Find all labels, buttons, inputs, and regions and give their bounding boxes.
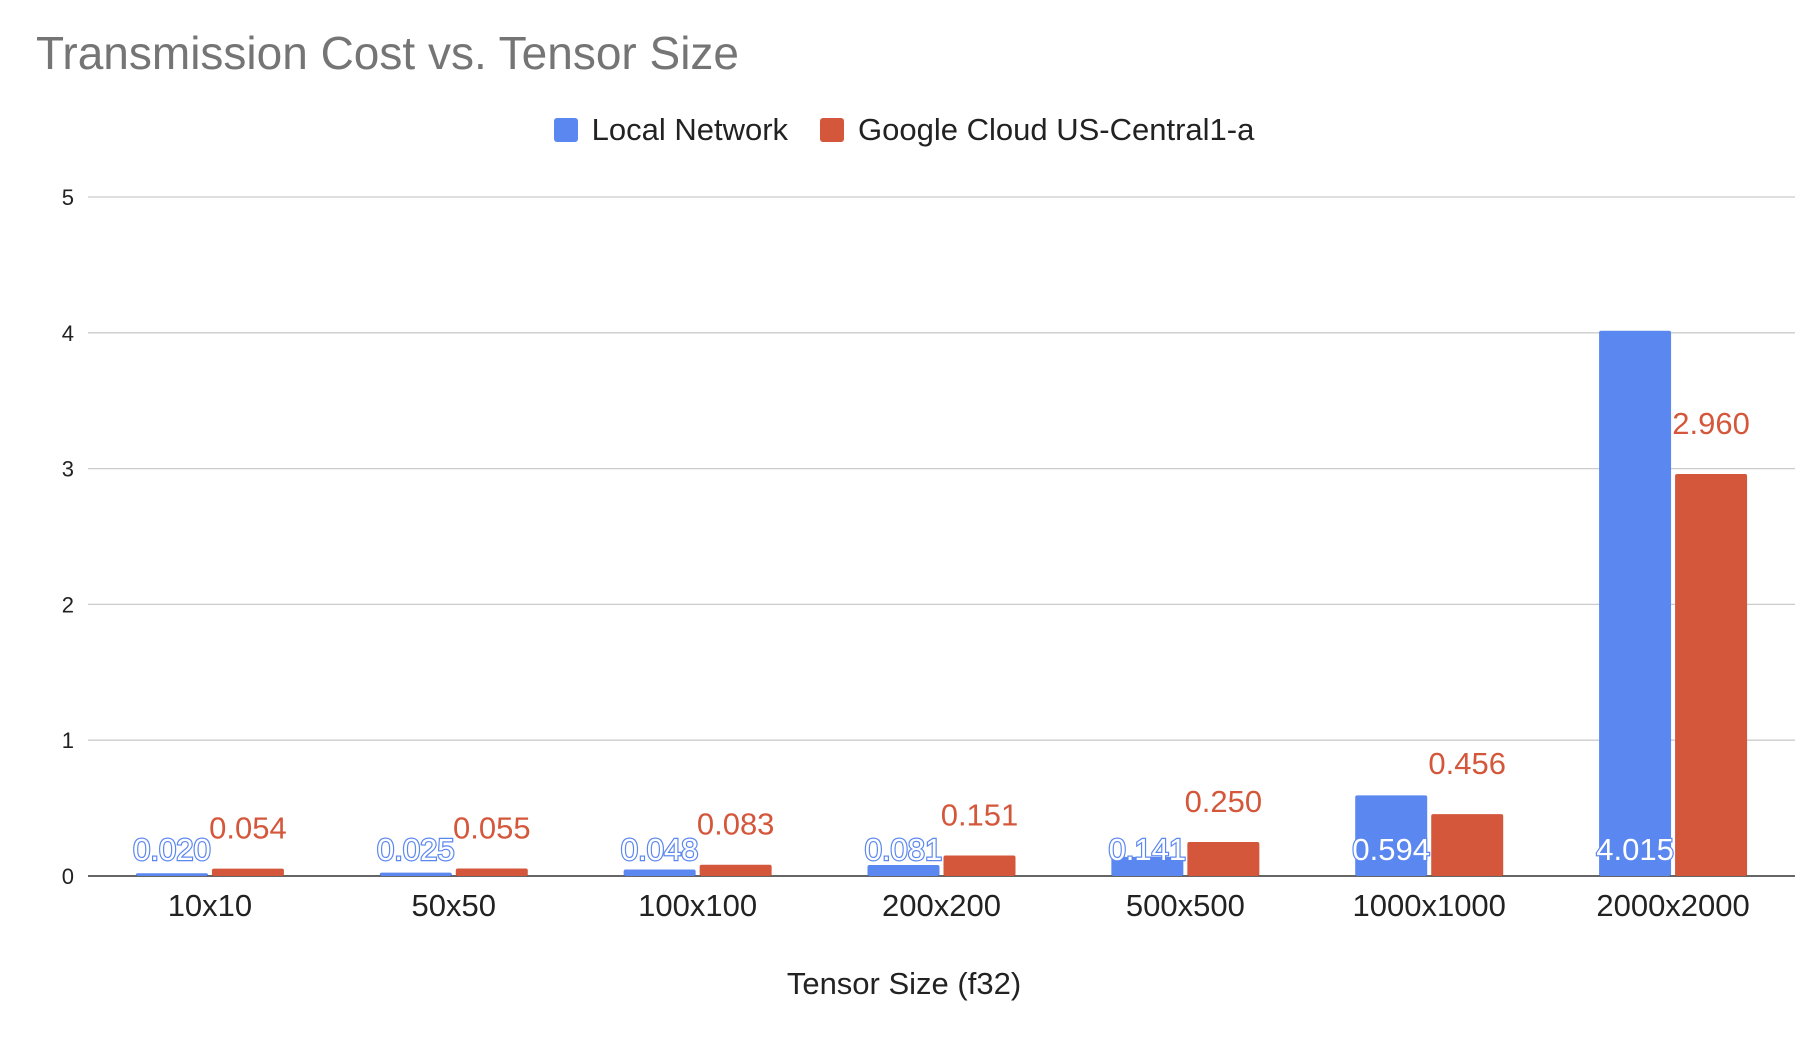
legend-swatch-local-network (553, 118, 578, 142)
data-label-google-cloud: 0.250 (1185, 784, 1263, 819)
x-tick-label: 2000x2000 (1596, 888, 1749, 923)
data-label-local-network: 0.081 (865, 832, 943, 867)
y-tick-label: 1 (62, 728, 74, 753)
chart-title: Transmission Cost vs. Tensor Size (36, 27, 740, 79)
x-tick-label: 1000x1000 (1352, 888, 1505, 923)
legend: Local Network Google Cloud US-Central1-a (0, 112, 1808, 148)
x-tick-label: 100x100 (638, 888, 757, 923)
x-tick-label: 10x10 (168, 888, 252, 923)
bar-local-network (1111, 856, 1184, 876)
legend-item-local-network[interactable]: Local Network (553, 112, 789, 148)
bar-google-cloud (943, 855, 1016, 876)
bar-google-cloud (1431, 814, 1504, 876)
data-label-google-cloud: 0.055 (453, 811, 531, 846)
bar-local-network (1355, 795, 1428, 876)
bar-local-network (623, 869, 696, 876)
x-tick-label: 50x50 (412, 888, 496, 923)
bar-google-cloud (1675, 474, 1748, 876)
data-label-local-network: 0.048 (621, 832, 699, 867)
bar-google-cloud (1187, 842, 1260, 876)
legend-swatch-google-cloud (820, 118, 845, 142)
bar-google-cloud (455, 868, 528, 876)
bar-local-network (379, 872, 452, 876)
data-label-local-network: 0.594 (1352, 832, 1430, 867)
bar-google-cloud (699, 864, 772, 876)
x-axis-title: Tensor Size (f32) (786, 966, 1022, 1001)
legend-label-google-cloud: Google Cloud US-Central1-a (858, 112, 1255, 147)
bar-local-network (1599, 330, 1672, 876)
x-tick-label: 200x200 (882, 888, 1001, 923)
bar-local-network (867, 865, 940, 876)
y-tick-label: 3 (62, 457, 74, 482)
data-label-google-cloud: 0.054 (209, 811, 287, 846)
bar-google-cloud (211, 868, 284, 876)
legend-label-local-network: Local Network (591, 112, 789, 147)
y-tick-label: 5 (62, 185, 74, 210)
data-label-local-network: 0.141 (1109, 832, 1187, 867)
y-tick-label: 0 (62, 864, 74, 889)
data-label-google-cloud: 2.960 (1672, 406, 1750, 441)
data-label-google-cloud: 0.151 (941, 797, 1019, 832)
data-label-local-network: 0.020 (133, 832, 211, 867)
data-label-google-cloud: 0.083 (697, 807, 775, 842)
data-label-local-network: 4.015 (1596, 832, 1674, 867)
data-label-google-cloud: 0.456 (1428, 746, 1506, 781)
x-tick-label: 500x500 (1126, 888, 1245, 923)
y-tick-label: 4 (62, 321, 74, 346)
legend-item-google-cloud[interactable]: Google Cloud US-Central1-a (820, 112, 1254, 148)
data-label-local-network: 0.025 (377, 832, 455, 867)
bar-local-network (135, 873, 208, 876)
y-tick-label: 2 (62, 592, 74, 617)
